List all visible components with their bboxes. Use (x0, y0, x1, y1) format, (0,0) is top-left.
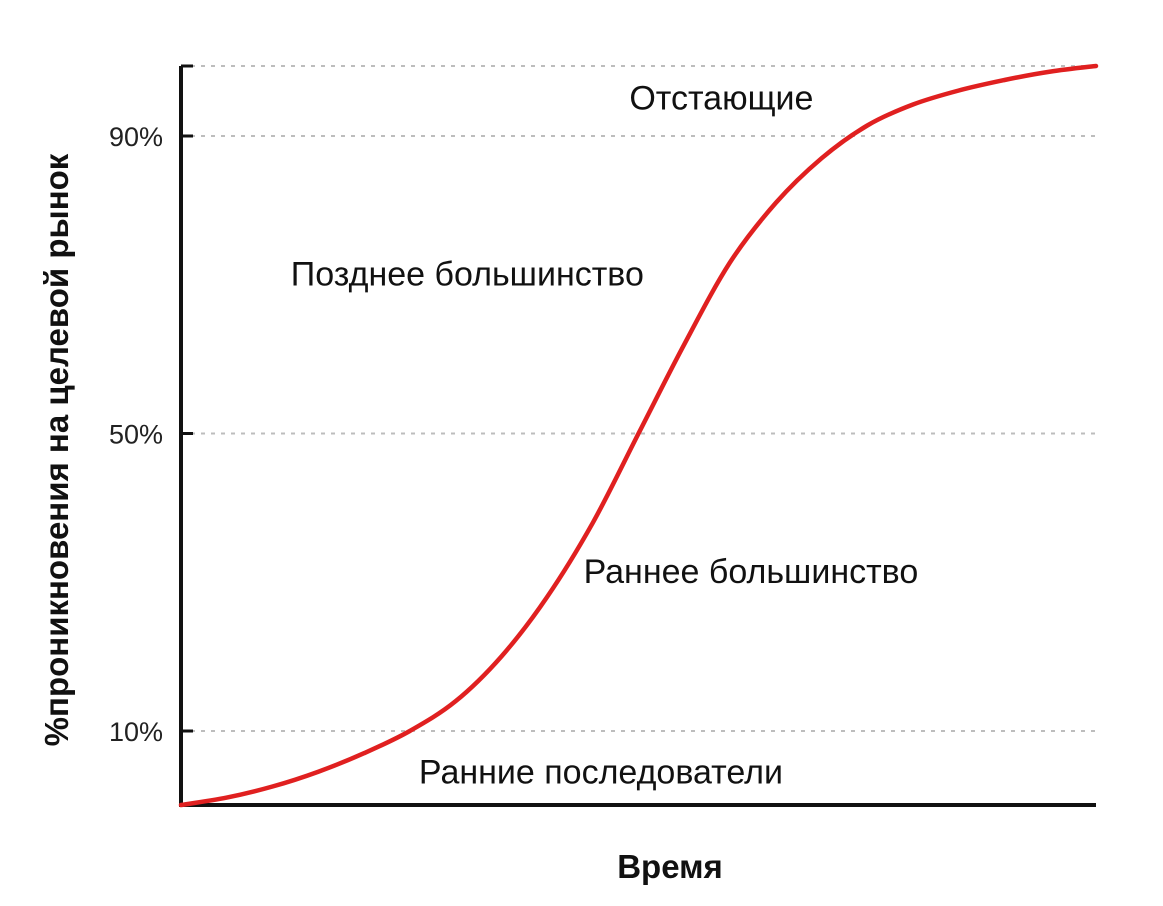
segment-label: Отстающие (629, 80, 813, 118)
y-tick-label: 50% (109, 420, 163, 450)
segment-label: Ранние последователи (419, 754, 783, 792)
x-axis-title: Время (617, 848, 723, 885)
axes (179, 64, 1096, 807)
segment-labels: Отстающие Позднее большинство Раннее больш… (291, 80, 918, 792)
y-axis-title: %проникновения на целевой рынок (38, 153, 75, 746)
y-ticks: 10% 50% 90% (109, 122, 193, 747)
grid-lines (181, 65, 1096, 732)
segment-label: Позднее большинство (291, 256, 644, 294)
y-tick-label: 10% (109, 717, 163, 747)
adoption-s-curve (178, 63, 1099, 808)
segment-label: Раннее большинство (584, 553, 919, 591)
y-tick-label: 90% (109, 122, 163, 152)
